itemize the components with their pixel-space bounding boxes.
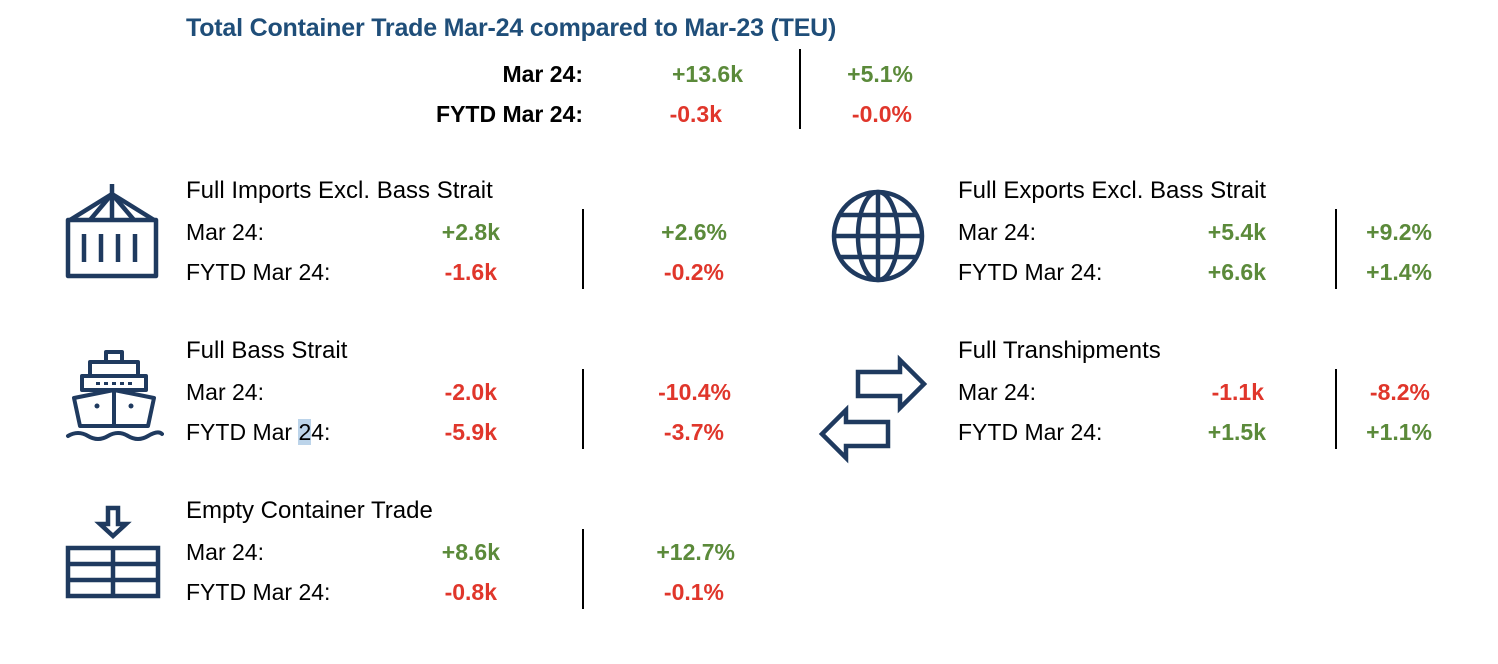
page-title: Total Container Trade Mar-24 compared to… <box>186 14 837 42</box>
tranship-row2-abs: +1.5k <box>1207 419 1266 445</box>
total-row2-label: FYTD Mar 24: <box>436 101 583 127</box>
empty-container-icon <box>65 505 161 599</box>
bass-row2-label-a: FYTD Mar <box>186 419 299 445</box>
empty-row1-abs: +8.6k <box>441 539 500 565</box>
tranship-row2-pct: +1.1% <box>1366 419 1432 445</box>
bass-row2-pct: -3.7% <box>663 419 724 445</box>
bass-row2-label-c: 4: <box>311 419 331 445</box>
total-row1-pct: +5.1% <box>847 61 913 87</box>
bass-row2-label-highlight: 2 <box>298 419 312 445</box>
exports-row2-pct: +1.4% <box>1366 259 1432 285</box>
bass-row2-abs: -5.9k <box>444 419 497 445</box>
empty-row1-label: Mar 24: <box>186 539 264 565</box>
exports-divider <box>1335 209 1337 289</box>
exports-row1-pct: +9.2% <box>1366 219 1432 245</box>
bass-divider <box>582 369 584 449</box>
bass-row1-pct: -10.4% <box>658 379 731 405</box>
total-row1-label: Mar 24: <box>502 61 583 87</box>
exports-title: Full Exports Excl. Bass Strait <box>958 177 1267 204</box>
tranship-row2-label: FYTD Mar 24: <box>958 419 1103 445</box>
tranship-row1-abs: -1.1k <box>1211 379 1264 405</box>
imports-row1-pct: +2.6% <box>661 219 727 245</box>
imports-title: Full Imports Excl. Bass Strait <box>186 177 493 204</box>
empty-row2-abs: -0.8k <box>444 579 497 605</box>
globe-icon <box>831 189 925 283</box>
bass-title: Full Bass Strait <box>186 337 348 364</box>
bass-row2-label: FYTD Mar 24: <box>186 419 330 446</box>
imports-row2-label: FYTD Mar 24: <box>186 259 331 285</box>
tranship-row1-pct: -8.2% <box>1369 379 1430 405</box>
bass-row1-label: Mar 24: <box>186 379 264 405</box>
tranship-divider <box>1335 369 1337 449</box>
total-divider <box>799 49 801 129</box>
total-row2-pct: -0.0% <box>851 101 912 127</box>
empty-row2-label: FYTD Mar 24: <box>186 579 331 605</box>
exports-row1-label: Mar 24: <box>958 219 1036 245</box>
total-row2-abs: -0.3k <box>669 101 722 127</box>
exports-row1-abs: +5.4k <box>1207 219 1266 245</box>
exports-row2-abs: +6.6k <box>1207 259 1266 285</box>
transfer-arrows-icon <box>818 354 928 464</box>
total-row1-abs: +13.6k <box>672 61 743 87</box>
empty-title: Empty Container Trade <box>186 497 433 524</box>
exports-row2-label: FYTD Mar 24: <box>958 259 1103 285</box>
tranship-row1-label: Mar 24: <box>958 379 1036 405</box>
bass-row1-abs: -2.0k <box>444 379 497 405</box>
ship-icon <box>66 350 164 441</box>
tranship-title: Full Transhipments <box>958 337 1161 364</box>
imports-row2-pct: -0.2% <box>663 259 724 285</box>
imports-row2-abs: -1.6k <box>444 259 497 285</box>
container-icon <box>65 184 159 279</box>
imports-divider <box>582 209 584 289</box>
empty-row1-pct: +12.7% <box>656 539 735 565</box>
imports-row1-label: Mar 24: <box>186 219 264 245</box>
imports-row1-abs: +2.8k <box>441 219 500 245</box>
empty-divider <box>582 529 584 609</box>
empty-row2-pct: -0.1% <box>663 579 724 605</box>
